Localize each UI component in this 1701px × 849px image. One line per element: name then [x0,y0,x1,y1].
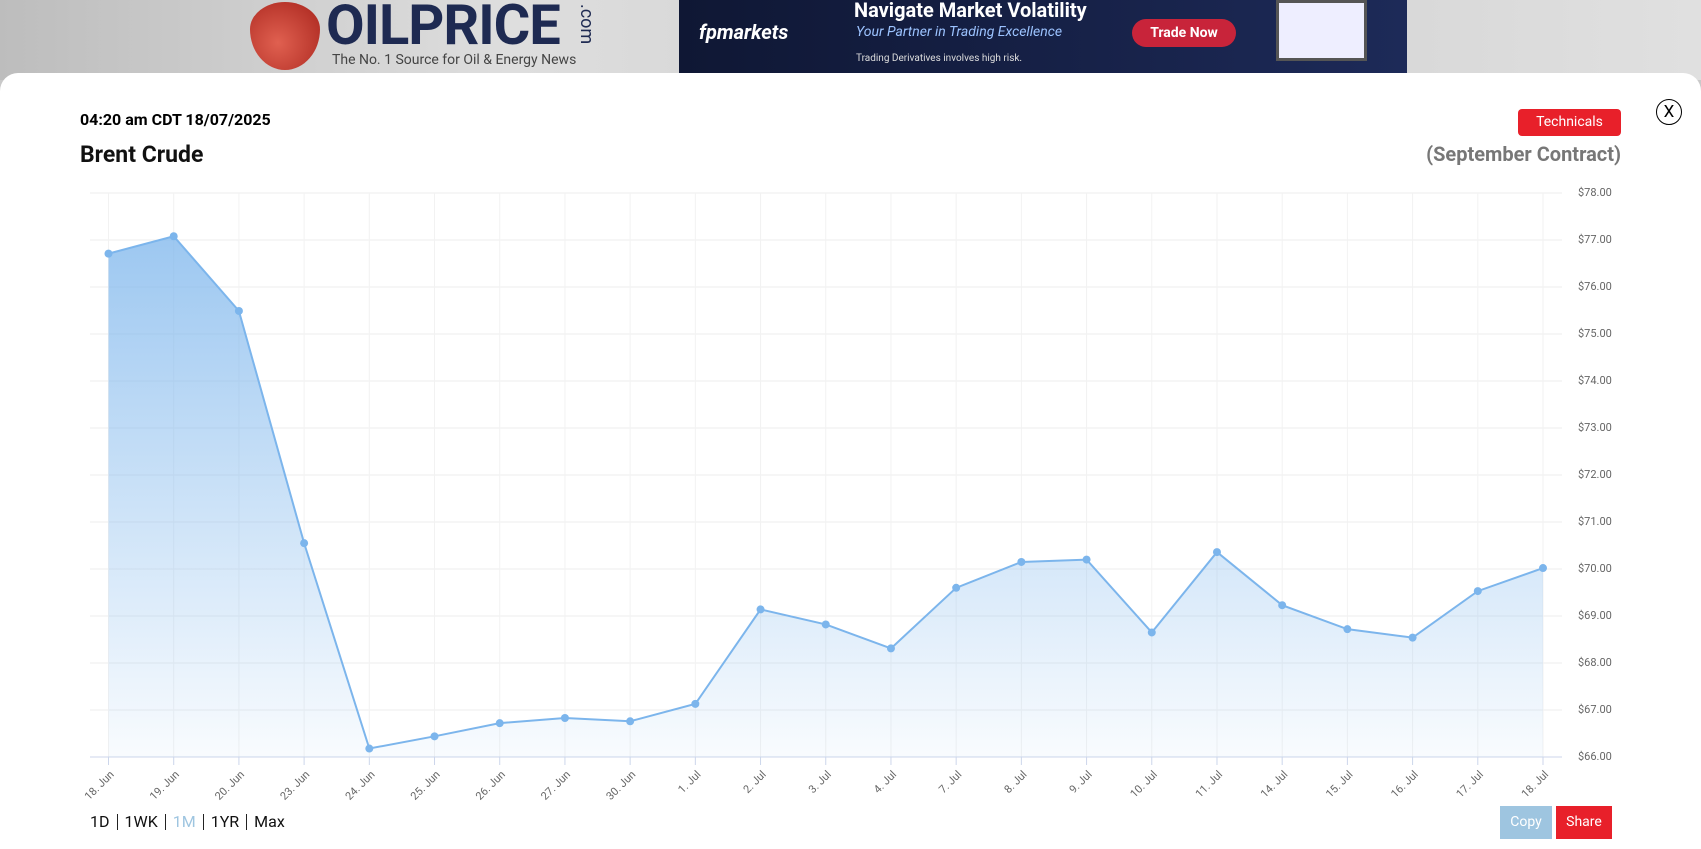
y-tick-label: $78.00 [1578,186,1612,199]
x-tick-label: 14. Jul [1258,768,1290,800]
x-tick-label: 19. Jun [147,768,182,803]
point [430,732,439,741]
point [821,620,830,629]
y-tick-label: $66.00 [1578,750,1612,763]
close-button[interactable]: X [1656,99,1682,125]
point [169,232,178,241]
y-tick-label: $73.00 [1578,421,1612,434]
range-button[interactable]: 1YR [204,814,248,830]
x-tick-label: 7. Jul [936,768,964,796]
chart-modal: 04:20 am CDT 18/07/2025 Brent Crude Tech… [0,73,1701,849]
x-tick-label: 18. Jul [1519,768,1551,800]
timestamp: 04:20 am CDT 18/07/2025 [80,110,271,129]
ad-disclaimer: Trading Derivatives involves high risk. [856,53,1023,64]
ad-brand: fpmarkets [699,20,789,44]
point [1017,557,1026,566]
point [104,249,113,258]
range-button[interactable]: 1M [166,814,204,830]
technicals-button[interactable]: Technicals [1518,109,1621,136]
share-button[interactable]: Share [1556,806,1612,839]
point [691,699,700,708]
range-selector: 1D 1WK 1M 1YR Max [90,814,292,830]
point [756,605,765,614]
x-tick-label: 25. Jun [408,768,443,803]
ad-headline: Navigate Market Volatility [854,0,1087,22]
point [1408,633,1417,642]
y-tick-label: $72.00 [1578,468,1612,481]
point [365,744,374,753]
x-tick-label: 11. Jul [1193,768,1225,800]
logo-domain: .com [576,4,597,45]
area [108,236,1543,758]
x-tick-label: 30. Jun [604,768,639,803]
point [495,719,504,728]
x-tick-label: 17. Jul [1454,768,1486,800]
x-tick-label: 20. Jun [212,768,247,803]
point [952,583,961,592]
point [626,717,635,726]
point [1147,628,1156,637]
y-tick-label: $75.00 [1578,327,1612,340]
x-tick-label: 9. Jul [1067,768,1095,796]
point [560,713,569,722]
x-tick-label: 23. Jun [277,768,312,803]
x-tick-label: 3. Jul [806,768,834,796]
logo-tagline: The No. 1 Source for Oil & Energy News [332,52,577,68]
range-button[interactable]: Max [254,812,285,831]
y-tick-label: $70.00 [1578,562,1612,575]
x-tick-label: 24. Jun [343,768,378,803]
point [300,539,309,548]
logo-brand[interactable]: OILPRICE [326,0,561,58]
x-tick-label: 27. Jun [538,768,573,803]
point [1278,601,1287,610]
x-tick-label: 4. Jul [871,768,899,796]
range-button[interactable]: 1D [90,814,118,830]
ad-banner[interactable]: fpmarkets Navigate Market Volatility You… [679,0,1407,73]
x-tick-label: 8. Jul [1002,768,1030,796]
site-header: OILPRICE .com The No. 1 Source for Oil &… [0,0,1701,80]
x-tick-label: 15. Jul [1323,768,1355,800]
x-tick-label: 2. Jul [741,768,769,796]
logo-icon[interactable] [250,2,320,70]
y-tick-label: $68.00 [1578,656,1612,669]
chart-title: Brent Crude [80,141,204,168]
y-tick-label: $77.00 [1578,233,1612,246]
range-button[interactable]: 1WK [118,814,166,830]
copy-button[interactable]: Copy [1500,806,1552,839]
point [1082,555,1091,564]
y-tick-label: $71.00 [1578,515,1612,528]
point [1212,548,1221,557]
y-tick-label: $76.00 [1578,280,1612,293]
y-tick-label: $69.00 [1578,609,1612,622]
y-tick-label: $74.00 [1578,374,1612,387]
point [1539,564,1547,573]
point [1343,625,1352,634]
point [234,306,243,315]
point [1473,587,1482,596]
contract-label: (September Contract) [1426,142,1621,166]
x-tick-label: 1. Jul [675,768,703,796]
x-tick-label: 26. Jun [473,768,508,803]
chart: $66.00 $67.00 $68.00 $69.00 $70.00 $71.00 $72.… [82,186,1612,803]
ad-image [1276,0,1367,61]
x-tick-label: 16. Jul [1388,768,1420,800]
point [886,644,895,653]
x-tick-label: 10. Jul [1128,768,1160,800]
ad-button[interactable]: Trade Now [1132,19,1236,47]
ad-subline: Your Partner in Trading Excellence [856,24,1063,40]
x-tick-label: 18. Jun [82,768,117,803]
y-tick-label: $67.00 [1578,703,1612,716]
